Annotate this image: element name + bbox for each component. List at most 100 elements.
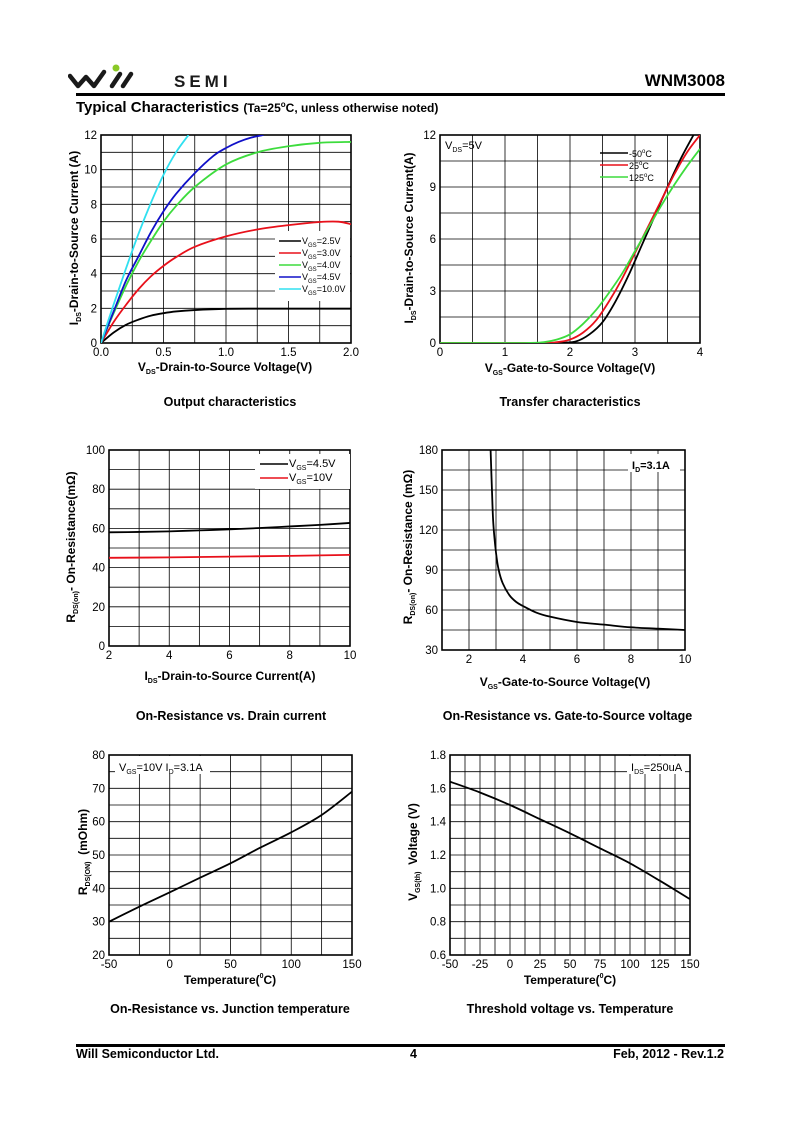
heading-condition-degree: o <box>280 100 286 109</box>
x-axis-label: IDS-Drain-to-Source Current(A) <box>144 669 315 685</box>
x-axis-label: Temperature(0C) <box>524 973 616 987</box>
series-line <box>109 522 350 534</box>
x-axis-label: VDS-Drain-to-Source Voltage(V) <box>138 360 312 376</box>
y-tick-label: 30 <box>92 917 105 929</box>
y-tick-label: 80 <box>92 484 105 496</box>
grid <box>449 754 691 956</box>
x-tick-label: 100 <box>282 959 301 971</box>
annotation-vds: VDS=5V <box>445 140 483 154</box>
ticks: -50 -25 0 25 50 75 100 125 150 0.6 0.8 1.0 1.2 1.4 1.6… <box>430 750 700 971</box>
series-line <box>109 553 350 559</box>
x-tick-label: 2.0 <box>343 347 359 359</box>
y-tick-label: 70 <box>92 783 105 795</box>
legend-entry: VGS=4.5V <box>289 458 336 472</box>
y-tick-label: 2 <box>91 303 97 315</box>
series-line <box>101 135 190 343</box>
curves <box>440 135 700 343</box>
y-tick-label: 9 <box>430 182 436 194</box>
x-tick-label: 0 <box>167 959 173 971</box>
plot-frame <box>441 449 686 651</box>
x-tick-label: 4 <box>520 654 527 666</box>
caption-on-resistance-vs-drain-current: On-Resistance vs. Drain current <box>135 709 327 723</box>
x-tick-label: 10 <box>679 654 692 666</box>
y-tick-label: 90 <box>425 565 438 577</box>
y-tick-label: 60 <box>92 817 105 829</box>
x-tick-label: 4 <box>697 347 704 359</box>
legend: VGS=2.5VVGS=3.0VVGS=4.0VVGS=4.5VVGS=10.0… <box>275 231 350 301</box>
ticks: 0.0 0.5 1.0 1.5 2.0 0 2 4 6 8 10 12 <box>84 130 359 359</box>
y-tick-label: 0.6 <box>430 950 446 962</box>
x-tick-label: 1 <box>502 347 508 359</box>
logo-text: SEMI <box>174 72 232 91</box>
annotation-conditions: VGS=10V ID=3.1A <box>119 762 203 776</box>
series-line <box>489 450 685 631</box>
x-tick-label: 1.5 <box>281 347 297 359</box>
y-axis-label: RDS(ON) (mOhm) <box>76 809 92 895</box>
legend-entry: VGS=4.0V <box>302 260 340 273</box>
curves <box>101 135 351 343</box>
chart-output-characteristics: 0.0 0.5 1.0 1.5 2.0 0 2 4 6 8 10 12 VGS=2.5VVGS=3.0… <box>67 130 359 376</box>
annotation-id: ID=3.1A <box>632 460 670 474</box>
x-axis-label: VGS-Gate-to-Source Voltage(V) <box>485 361 656 377</box>
y-tick-label: 60 <box>425 605 438 617</box>
part-number: WNM3008 <box>644 71 725 90</box>
caption-output-characteristics: Output characteristics <box>163 395 297 409</box>
series-line <box>101 141 351 343</box>
x-tick-label: 3 <box>632 347 638 359</box>
x-tick-label: 75 <box>594 959 607 971</box>
heading-condition: (Ta=25oC, unless otherwise noted) <box>243 100 438 115</box>
y-axis-label: VGS(th) Voltage (V) <box>406 803 422 901</box>
footer-page-number: 4 <box>410 1047 417 1061</box>
annotation-bg <box>627 756 685 774</box>
y-tick-label: 12 <box>423 130 436 142</box>
series-line <box>101 135 264 343</box>
legend-entry: 125oC <box>629 173 654 183</box>
plot-frame <box>108 754 353 956</box>
annotation-ids: IDS=250uA <box>631 762 683 776</box>
curves <box>109 522 350 559</box>
series-line <box>440 148 700 343</box>
x-tick-label: 0 <box>507 959 513 971</box>
footer-company: Will Semiconductor Ltd. <box>76 1047 219 1061</box>
x-axis-label: Temperature(0C) <box>184 973 276 987</box>
y-axis-label: IDS-Drain-to-Source Current(A) <box>402 152 418 323</box>
x-tick-label: 2 <box>567 347 573 359</box>
legend: -50oC 25oC 125oC <box>600 149 654 183</box>
y-tick-label: 1.8 <box>430 750 446 762</box>
plot-frame <box>449 754 691 956</box>
y-tick-label: 6 <box>91 234 97 246</box>
y-tick-label: 40 <box>92 563 105 575</box>
y-tick-label: 80 <box>92 750 105 762</box>
x-tick-label: -50 <box>442 959 459 971</box>
series-line <box>109 790 352 923</box>
caption-transfer-characteristics: Transfer characteristics <box>499 395 641 409</box>
x-tick-label: 6 <box>574 654 580 666</box>
grid <box>108 449 351 647</box>
legend-entry: VGS=4.5V <box>302 272 340 285</box>
x-tick-label: 150 <box>680 959 699 971</box>
x-tick-label: 6 <box>226 650 232 662</box>
y-axis-label: IDS-Drain-to-Source Current (A) <box>67 151 83 325</box>
legend-entry: 25oC <box>629 161 649 171</box>
x-tick-label: 50 <box>564 959 577 971</box>
series-line <box>440 135 700 343</box>
x-tick-label: 0.0 <box>93 347 109 359</box>
x-tick-label: 50 <box>224 959 237 971</box>
y-tick-label: 8 <box>91 199 97 211</box>
y-axis-label: RDS(on)- On-Resistance (mΩ) <box>401 470 417 625</box>
footer-revision: Feb, 2012 - Rev.1.2 <box>613 1047 724 1061</box>
heading-condition-prefix: (Ta=25 <box>243 101 281 115</box>
y-tick-label: 50 <box>92 850 105 862</box>
heading-title: Typical Characteristics <box>76 99 240 116</box>
chart-threshold-voltage-vs-temperature: -50 -25 0 25 50 75 100 125 150 0.6 0.8 1.0 1.2 1.4 1.6… <box>406 750 700 987</box>
section-heading: Typical Characteristics (Ta=25oC, unless… <box>76 99 438 116</box>
caption-threshold-voltage-vs-temperature: Threshold voltage vs. Temperature <box>466 1002 674 1016</box>
x-tick-label: 0.5 <box>156 347 172 359</box>
caption-on-resistance-vs-vgs: On-Resistance vs. Gate-to-Source voltage <box>442 709 693 723</box>
series-line <box>450 780 690 900</box>
legend-entry: VGS=10.0V <box>302 284 345 297</box>
annotation-bg <box>628 454 680 472</box>
y-tick-label: 1.6 <box>430 783 446 795</box>
